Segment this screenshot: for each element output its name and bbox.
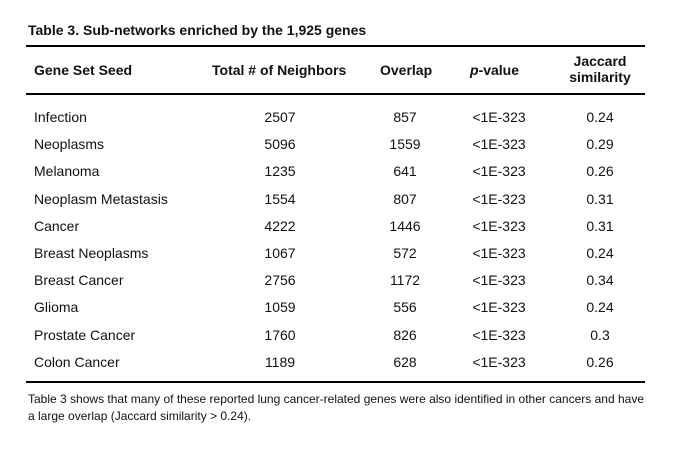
- cell-total-neighbors: 4222: [264, 217, 296, 234]
- cell-jaccard: 0.26: [586, 353, 614, 370]
- cell-jaccard: 0.34: [586, 272, 614, 289]
- header-p-value-rest: -value: [478, 62, 520, 78]
- cell-total-neighbors: 1760: [264, 326, 296, 343]
- cell-overlap: 628: [393, 353, 417, 370]
- cell-gene-set-seed: Breast Neoplasms: [34, 245, 149, 261]
- cell-gene-set-seed: Breast Cancer: [34, 272, 124, 289]
- cell-overlap: 641: [393, 163, 417, 180]
- header-p-value-italic: p: [470, 62, 479, 78]
- cell-jaccard: 0.31: [586, 190, 614, 207]
- cell-overlap: 1446: [389, 217, 421, 234]
- table-top-rule: [26, 45, 645, 47]
- cell-gene-set-seed: Neoplasms: [34, 136, 105, 153]
- cell-total-neighbors: 1189: [264, 353, 296, 370]
- cell-jaccard: 0.24: [586, 109, 614, 125]
- table-header-rule: [26, 93, 645, 95]
- cell-gene-set-seed: Prostate Cancer: [34, 326, 136, 343]
- cell-overlap: 1559: [389, 136, 421, 153]
- cell-gene-set-seed: Melanoma: [34, 163, 100, 180]
- cell-total-neighbors: 1235: [264, 163, 296, 180]
- cell-jaccard: 0.31: [586, 217, 614, 234]
- header-jaccard-line2: similarity: [569, 69, 631, 85]
- header-overlap: Overlap: [380, 62, 433, 78]
- cell-overlap: 556: [393, 299, 417, 316]
- cell-total-neighbors: 1059: [264, 299, 296, 316]
- cell-jaccard: 0.24: [586, 245, 614, 261]
- cell-overlap: 857: [393, 109, 417, 125]
- header-p-value: p-value: [470, 62, 519, 78]
- cell-p-value: <1E-323: [472, 353, 526, 370]
- header-jaccard-line1: Jaccard: [573, 53, 627, 69]
- cell-p-value: <1E-323: [472, 245, 526, 261]
- cell-jaccard: 0.3: [590, 326, 610, 343]
- cell-total-neighbors: 2756: [264, 272, 296, 289]
- table-note: Table 3 shows that many of these reporte…: [28, 392, 644, 423]
- cell-jaccard: 0.26: [586, 163, 614, 180]
- cell-gene-set-seed: Cancer: [34, 217, 80, 234]
- cell-total-neighbors: 5096: [264, 136, 296, 153]
- cell-overlap: 572: [393, 245, 417, 261]
- cell-overlap: 826: [393, 326, 417, 343]
- cell-p-value: <1E-323: [472, 190, 526, 207]
- cell-p-value: <1E-323: [472, 163, 526, 180]
- cell-gene-set-seed: Glioma: [34, 299, 79, 316]
- cell-gene-set-seed: Infection: [34, 109, 87, 125]
- cell-p-value: <1E-323: [472, 272, 526, 289]
- cell-total-neighbors: 2507: [264, 109, 296, 125]
- cell-p-value: <1E-323: [472, 217, 526, 234]
- cell-p-value: <1E-323: [472, 109, 526, 125]
- cell-p-value: <1E-323: [472, 136, 526, 153]
- header-total-neighbors: Total # of Neighbors: [212, 62, 347, 78]
- cell-p-value: <1E-323: [472, 299, 526, 316]
- table-bottom-rule: [26, 381, 645, 383]
- cell-total-neighbors: 1554: [264, 190, 296, 207]
- cell-overlap: 1172: [389, 272, 421, 289]
- cell-gene-set-seed: Colon Cancer: [34, 353, 120, 370]
- header-gene-set-seed: Gene Set Seed: [34, 62, 133, 78]
- cell-total-neighbors: 1067: [264, 245, 296, 261]
- cell-jaccard: 0.29: [586, 136, 614, 153]
- cell-gene-set-seed: Neoplasm Metastasis: [34, 190, 168, 207]
- cell-overlap: 807: [393, 190, 417, 207]
- cell-jaccard: 0.24: [586, 299, 614, 316]
- header-jaccard-similarity: Jaccard similarity: [565, 53, 635, 85]
- cell-p-value: <1E-323: [472, 326, 526, 343]
- table-caption: Table 3. Sub-networks enriched by the 1,…: [28, 22, 367, 38]
